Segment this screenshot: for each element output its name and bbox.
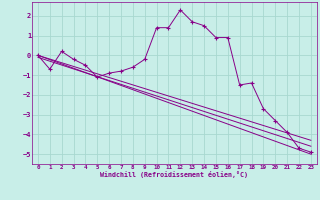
X-axis label: Windchill (Refroidissement éolien,°C): Windchill (Refroidissement éolien,°C) [100, 171, 248, 178]
